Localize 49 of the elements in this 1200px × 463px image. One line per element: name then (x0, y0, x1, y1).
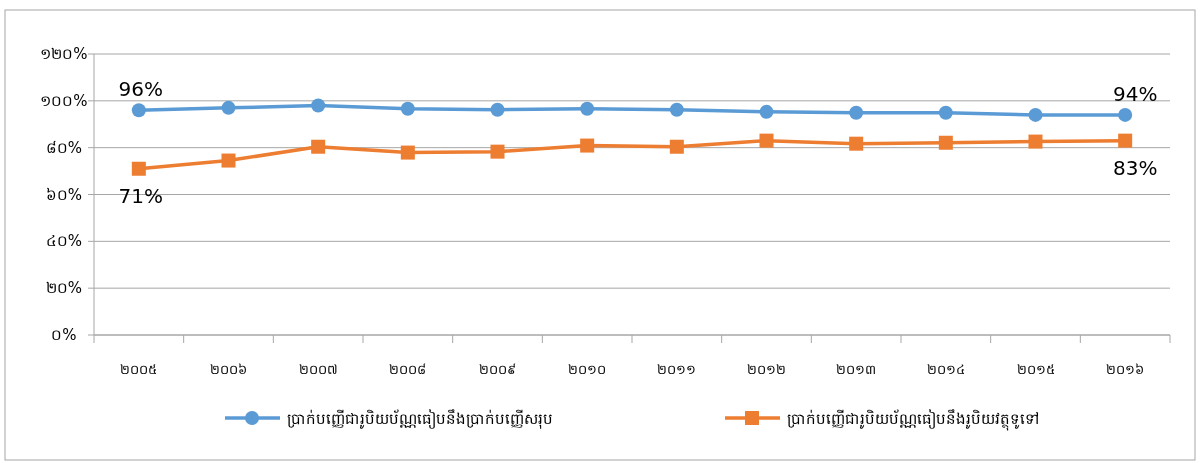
data-label: 94% (1112, 81, 1158, 106)
point (131, 103, 146, 118)
legend-label: ប្រាក់បញ្ញើជារូបិយប័ណ្ណធៀបនឹងប្រាក់បញ្ញើសរុប (287, 409, 553, 429)
y-tick-label: ៤០% (45, 232, 83, 251)
point (400, 101, 415, 116)
point (311, 98, 326, 113)
y-tick-label: ២០% (45, 279, 83, 298)
x-tick-label: ២០១៦ (1106, 362, 1145, 377)
point (669, 102, 684, 117)
y-tick-label: ១០០% (40, 91, 88, 110)
y-tick-label: ៨០% (45, 138, 83, 157)
point (669, 139, 684, 154)
point (849, 105, 864, 120)
y-tick-label: ១២០% (40, 45, 88, 63)
point (490, 144, 505, 159)
x-tick-label: ២០១១ (657, 362, 697, 377)
point (759, 104, 774, 119)
x-tick-label: ២០១៣ (836, 362, 877, 377)
x-tick-label: ២០១០ (568, 362, 607, 377)
point (1028, 107, 1043, 122)
x-tick-label: ២០១៤ (926, 362, 965, 377)
x-tick-label: ២០០៥ (120, 362, 158, 377)
legend-label: ប្រាក់បញ្ញើជារូបិយប័ណ្ណធៀបនឹងរូបិយវត្ថុទូទៅ (787, 409, 1040, 431)
y-tick-label: ៦០% (45, 185, 83, 204)
point (849, 136, 864, 151)
x-tick-label: ២០០៦ (210, 362, 247, 377)
data-label: 71% (118, 183, 164, 208)
point (938, 105, 953, 120)
x-tick-label: ២០១២ (747, 362, 786, 377)
point (490, 102, 505, 117)
x-tick-label: ២០០៩ (479, 362, 516, 377)
point (221, 153, 236, 168)
point (1118, 107, 1133, 122)
y-tick-label: ០% (51, 326, 77, 344)
point (938, 135, 953, 150)
point (580, 101, 595, 116)
point (221, 100, 236, 115)
x-tick-label: ២០១៥ (1016, 362, 1055, 377)
x-tick-label: ២០០៧ (298, 362, 338, 377)
data-label: 96% (118, 77, 164, 102)
data-label: 83% (1112, 155, 1158, 180)
point (1028, 134, 1043, 149)
point (1118, 133, 1133, 148)
point (400, 145, 415, 160)
x-tick-label: ២០០៨ (389, 362, 427, 377)
point (311, 139, 326, 154)
point (580, 138, 595, 153)
point (131, 161, 146, 176)
point (759, 133, 774, 148)
